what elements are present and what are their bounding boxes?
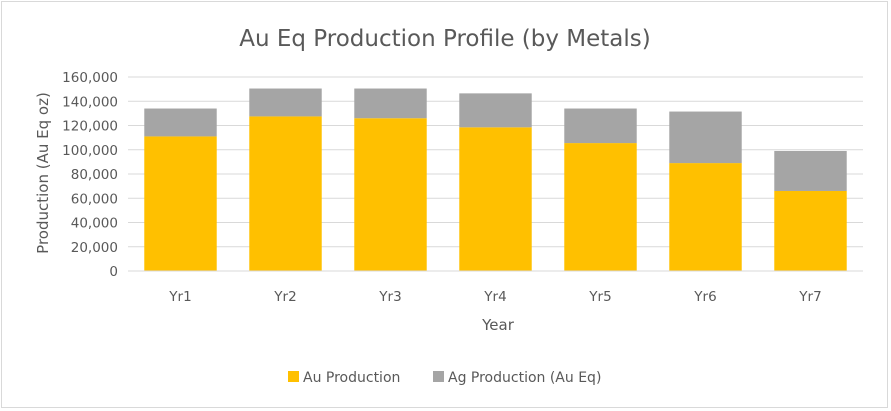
bar-au-production-yr6 [669,163,742,271]
y-tick-label: 140,000 [62,94,118,110]
bar-au-production-yr7 [774,190,847,271]
y-tick-label: 80,000 [71,167,118,183]
y-axis-ticks: 0 20,000 40,000 60,000 80,000 100,000 120,000 1… [62,70,118,280]
y-tick-label: 20,000 [71,240,118,256]
bar-au-production-yr5 [564,143,637,271]
bar-au-production-yr3 [354,118,427,271]
y-tick-label: 160,000 [62,70,118,86]
bars [144,88,847,271]
bar-ag-production-au-eq-yr2 [249,88,322,117]
bar-ag-production-au-eq-yr6 [669,111,742,164]
legend-label: Ag Production (Au Eq) [448,370,601,386]
y-tick-label: 100,000 [62,143,118,159]
bar-ag-production-au-eq-yr1 [144,108,217,137]
bar-ag-production-au-eq-yr7 [774,150,847,191]
legend-label: Au Production [303,370,400,386]
x-tick-label: Yr5 [588,289,611,305]
x-tick-label: Yr7 [798,289,821,305]
legend: Au Production Ag Production (Au Eq) [288,370,601,386]
chart-title: Au Eq Production Profile (by Metals) [239,26,651,52]
y-tick-label: 120,000 [62,119,118,135]
x-tick-label: Yr2 [273,289,296,305]
x-tick-label: Yr1 [168,289,191,305]
bar-ag-production-au-eq-yr5 [564,108,637,144]
legend-swatch [288,371,299,382]
x-axis-ticks: Yr1 Yr2 Yr3 Yr4 Yr5 Yr6 Yr7 [168,289,821,305]
legend-swatch [433,371,444,382]
y-tick-label: 0 [109,264,118,280]
x-tick-label: Yr3 [378,289,401,305]
y-tick-label: 40,000 [71,216,118,232]
x-tick-label: Yr6 [693,289,716,305]
x-tick-label: Yr4 [483,289,506,305]
y-axis-title: Production (Au Eq oz) [34,92,52,254]
bar-au-production-yr1 [144,136,217,271]
bar-ag-production-au-eq-yr4 [459,93,532,128]
bar-au-production-yr4 [459,127,532,271]
y-tick-label: 60,000 [71,191,118,207]
bar-au-production-yr2 [249,116,322,271]
bar-ag-production-au-eq-yr3 [354,88,427,119]
x-axis-title: Year [481,316,515,334]
